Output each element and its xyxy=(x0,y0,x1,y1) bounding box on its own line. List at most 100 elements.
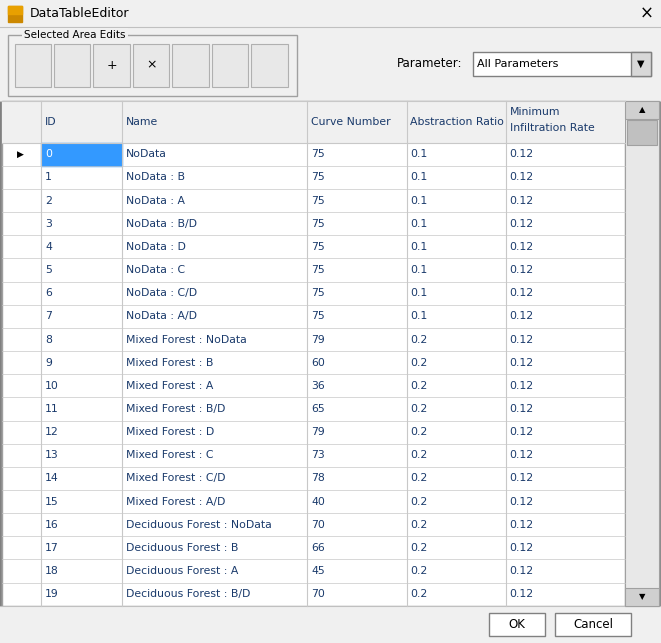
Text: NoData : A/D: NoData : A/D xyxy=(126,311,197,322)
Text: 0.2: 0.2 xyxy=(410,358,428,368)
Text: 79: 79 xyxy=(311,334,325,345)
Text: 0.1: 0.1 xyxy=(410,265,428,275)
Text: 13: 13 xyxy=(45,450,59,460)
Bar xyxy=(625,588,659,606)
Text: ×: × xyxy=(640,5,653,23)
Bar xyxy=(8,6,22,22)
Text: 4: 4 xyxy=(45,242,52,252)
Bar xyxy=(625,101,659,119)
Text: Mixed Forest : A/D: Mixed Forest : A/D xyxy=(126,496,225,507)
Text: 73: 73 xyxy=(311,450,325,460)
Text: All Parameters: All Parameters xyxy=(477,59,558,69)
Text: 16: 16 xyxy=(45,520,59,530)
Text: 40: 40 xyxy=(311,496,325,507)
Bar xyxy=(173,44,209,87)
Text: 0.2: 0.2 xyxy=(410,589,428,599)
Text: ▼: ▼ xyxy=(637,59,645,69)
Text: Selected Area Edits: Selected Area Edits xyxy=(24,30,126,40)
Text: 15: 15 xyxy=(45,496,59,507)
Text: OK: OK xyxy=(509,618,525,631)
Text: Deciduous Forest : A: Deciduous Forest : A xyxy=(126,566,239,576)
Text: 6: 6 xyxy=(45,288,52,298)
Text: 0.12: 0.12 xyxy=(510,566,533,576)
Text: 0.2: 0.2 xyxy=(410,520,428,530)
Text: 0.1: 0.1 xyxy=(410,195,428,206)
Text: NoData: NoData xyxy=(126,149,167,159)
Text: 0: 0 xyxy=(45,149,52,159)
Text: Cancel: Cancel xyxy=(573,618,613,631)
Text: 0.2: 0.2 xyxy=(410,496,428,507)
Text: Mixed Forest : B/D: Mixed Forest : B/D xyxy=(126,404,225,414)
Text: Curve Number: Curve Number xyxy=(311,117,391,127)
Text: 45: 45 xyxy=(311,566,325,576)
Text: 5: 5 xyxy=(45,265,52,275)
Bar xyxy=(555,613,631,636)
Text: NoData : C: NoData : C xyxy=(126,265,185,275)
Text: Deciduous Forest : NoData: Deciduous Forest : NoData xyxy=(126,520,272,530)
Text: 0.12: 0.12 xyxy=(510,589,533,599)
Text: Mixed Forest : NoData: Mixed Forest : NoData xyxy=(126,334,247,345)
Text: Mixed Forest : D: Mixed Forest : D xyxy=(126,427,215,437)
Bar xyxy=(2,101,625,606)
Text: 75: 75 xyxy=(311,311,325,322)
Text: 0.12: 0.12 xyxy=(510,288,533,298)
Text: 14: 14 xyxy=(45,473,59,484)
Text: 3: 3 xyxy=(45,219,52,229)
Text: 0.1: 0.1 xyxy=(410,172,428,183)
Bar xyxy=(0,606,661,643)
Text: Deciduous Forest : B/D: Deciduous Forest : B/D xyxy=(126,589,251,599)
Text: 0.12: 0.12 xyxy=(510,427,533,437)
Text: 0.1: 0.1 xyxy=(410,288,428,298)
Text: 0.12: 0.12 xyxy=(510,496,533,507)
Text: DataTableEditor: DataTableEditor xyxy=(30,7,130,20)
Text: Mixed Forest : A: Mixed Forest : A xyxy=(126,381,214,391)
Text: Mixed Forest : C/D: Mixed Forest : C/D xyxy=(126,473,226,484)
Text: 0.1: 0.1 xyxy=(410,149,428,159)
Text: ×: × xyxy=(146,59,156,72)
Text: 12: 12 xyxy=(45,427,59,437)
Bar xyxy=(93,44,130,87)
Text: 70: 70 xyxy=(311,589,325,599)
Text: 0.2: 0.2 xyxy=(410,427,428,437)
Text: ▶: ▶ xyxy=(17,150,24,159)
Text: 75: 75 xyxy=(311,172,325,183)
Text: 0.12: 0.12 xyxy=(510,311,533,322)
Text: 0.12: 0.12 xyxy=(510,358,533,368)
Text: 11: 11 xyxy=(45,404,59,414)
Bar xyxy=(627,120,657,145)
Text: 0.12: 0.12 xyxy=(510,172,533,183)
Bar xyxy=(8,35,297,96)
Bar xyxy=(625,101,659,606)
Text: 65: 65 xyxy=(311,404,325,414)
Text: 8: 8 xyxy=(45,334,52,345)
Text: 0.2: 0.2 xyxy=(410,566,428,576)
Text: +: + xyxy=(106,59,117,72)
Text: 0.12: 0.12 xyxy=(510,149,533,159)
Text: 0.12: 0.12 xyxy=(510,543,533,553)
Text: NoData : A: NoData : A xyxy=(126,195,185,206)
Text: 10: 10 xyxy=(45,381,59,391)
Text: Mixed Forest : B: Mixed Forest : B xyxy=(126,358,214,368)
Bar xyxy=(0,0,661,27)
Text: Infiltration Rate: Infiltration Rate xyxy=(510,123,594,133)
Text: 17: 17 xyxy=(45,543,59,553)
Bar xyxy=(251,44,288,87)
Text: 1: 1 xyxy=(45,172,52,183)
Text: 0.12: 0.12 xyxy=(510,520,533,530)
Text: 36: 36 xyxy=(311,381,325,391)
Text: 0.2: 0.2 xyxy=(410,450,428,460)
Text: 0.12: 0.12 xyxy=(510,404,533,414)
Bar xyxy=(0,27,661,101)
Bar xyxy=(473,53,651,76)
Text: Deciduous Forest : B: Deciduous Forest : B xyxy=(126,543,239,553)
Text: 0.12: 0.12 xyxy=(510,242,533,252)
Text: 0.1: 0.1 xyxy=(410,219,428,229)
Text: 75: 75 xyxy=(311,265,325,275)
Text: 0.12: 0.12 xyxy=(510,381,533,391)
Text: 75: 75 xyxy=(311,242,325,252)
Text: NoData : B: NoData : B xyxy=(126,172,185,183)
Text: Minimum: Minimum xyxy=(510,107,560,116)
Text: 79: 79 xyxy=(311,427,325,437)
Text: Name: Name xyxy=(126,117,159,127)
Text: ID: ID xyxy=(45,117,57,127)
